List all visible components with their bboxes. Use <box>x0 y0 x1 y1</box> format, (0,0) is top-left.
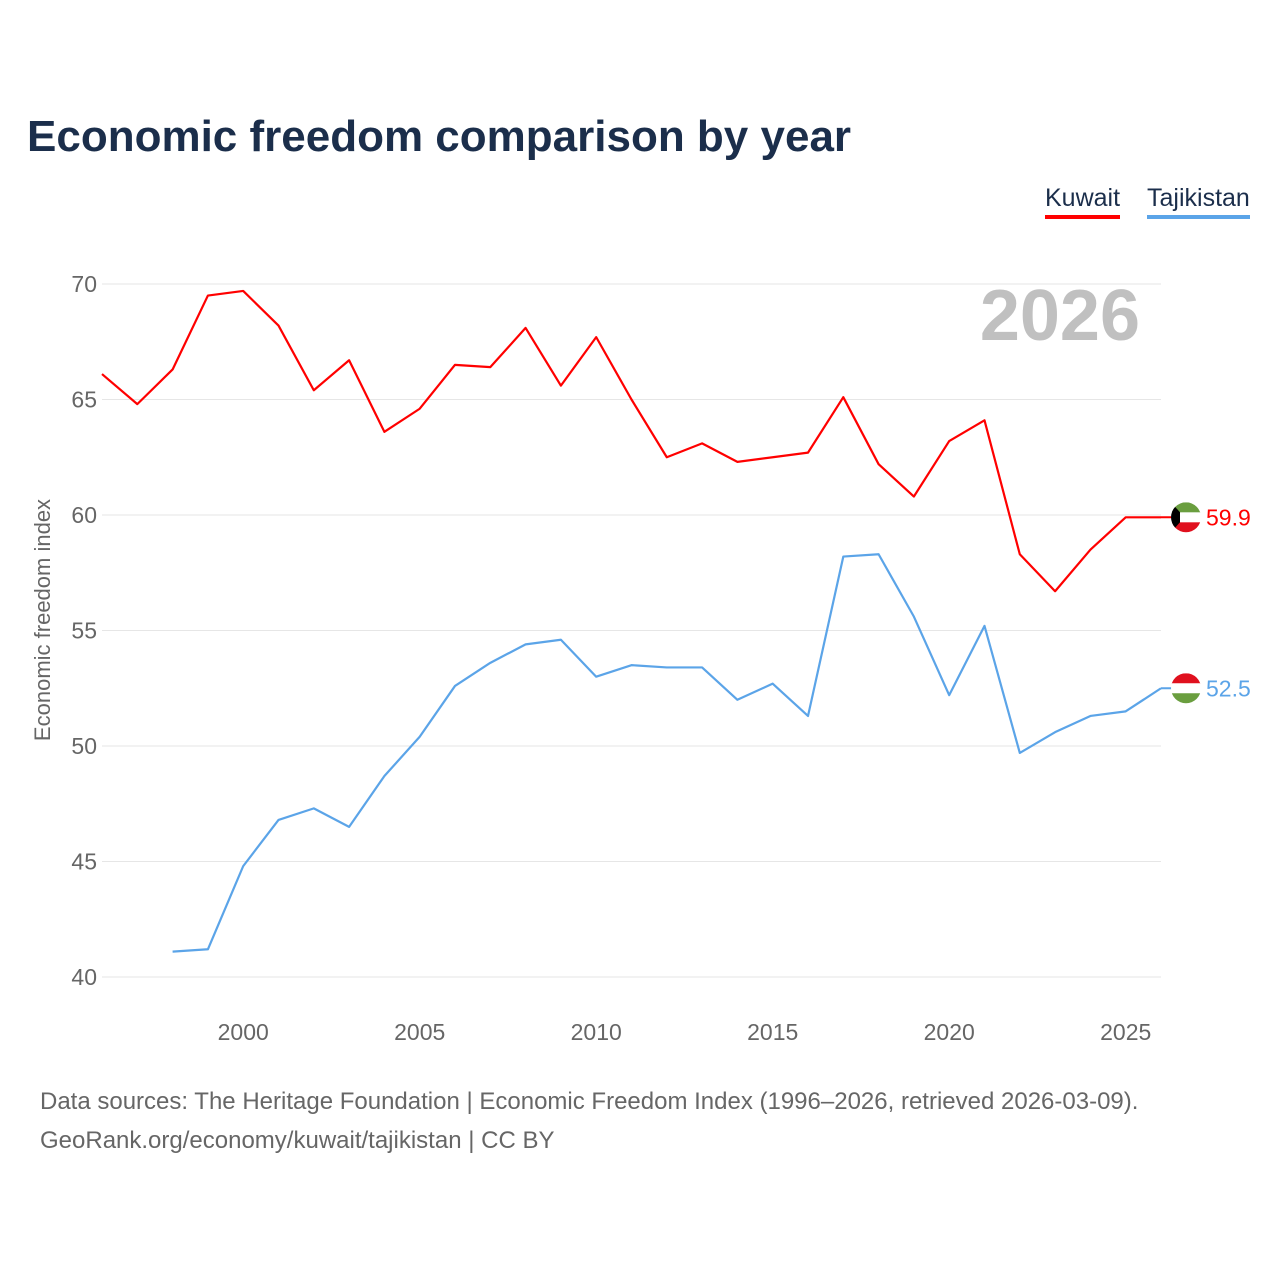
series-line-kuwait <box>101 289 1161 593</box>
x-tick-label: 2000 <box>218 1019 269 1045</box>
year-watermark: 2026 <box>980 276 1140 356</box>
y-tick-label: 70 <box>71 271 97 297</box>
flag-tajikistan-icon <box>1171 673 1201 704</box>
y-tick-label: 60 <box>71 502 97 528</box>
x-tick-label: 2010 <box>571 1019 622 1045</box>
y-tick-label: 55 <box>71 618 97 644</box>
source-link[interactable]: GeoRank.org/economy/kuwait/tajikistan | … <box>40 1127 555 1154</box>
x-tick-label: 2005 <box>394 1019 445 1045</box>
y-tick-label: 50 <box>71 733 97 759</box>
flag-kuwait-icon <box>1171 502 1201 533</box>
x-tick-label: 2025 <box>1100 1019 1151 1045</box>
y-tick-label: 65 <box>71 387 97 413</box>
series-line-tajikistan <box>172 553 1162 953</box>
y-tick-label: 45 <box>71 849 97 875</box>
source-line: Data sources: The Heritage Foundation | … <box>40 1088 1139 1115</box>
chart-title: Economic freedom comparison by year <box>27 112 852 161</box>
end-value-label: 52.5 <box>1206 675 1251 701</box>
legend-kuwait[interactable]: Kuwait <box>1045 184 1121 219</box>
y-axis-label: Economic freedom index <box>30 499 55 741</box>
y-tick-label: 40 <box>71 964 97 990</box>
x-tick-label: 2015 <box>747 1019 798 1045</box>
end-value-label: 59.9 <box>1206 504 1251 530</box>
legend-tajikistan[interactable]: Tajikistan <box>1147 184 1250 219</box>
x-tick-label: 2020 <box>924 1019 975 1045</box>
